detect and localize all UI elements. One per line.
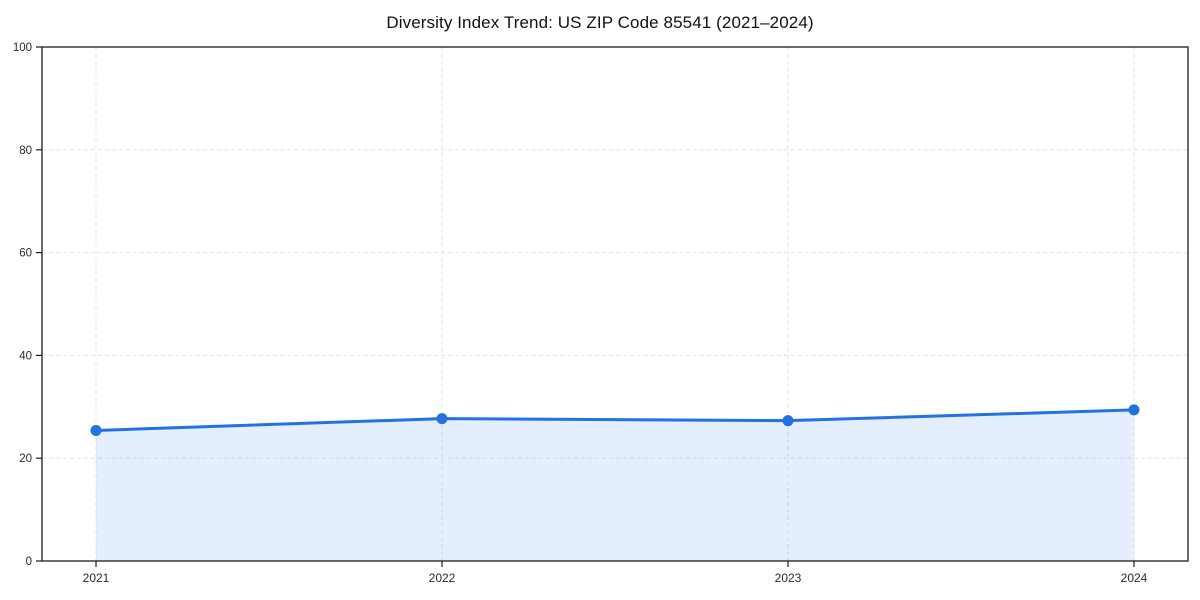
y-tick-label: 40	[19, 350, 32, 362]
plot-border	[41, 46, 1189, 562]
area-fill	[96, 409, 1134, 561]
x-tick-label: 2023	[775, 571, 802, 585]
data-point-marker	[782, 415, 794, 427]
x-tick-label: 2022	[429, 571, 456, 585]
trend-line	[94, 408, 1136, 432]
chart-title: Diversity Index Trend: US ZIP Code 85541…	[386, 13, 814, 32]
y-tick-label: 0	[26, 556, 32, 568]
y-tick-label: 100	[13, 42, 32, 54]
data-point-marker	[436, 413, 448, 425]
data-point-marker	[1128, 404, 1140, 416]
x-tick-label: 2024	[1121, 571, 1148, 585]
y-tick-label: 80	[19, 145, 32, 157]
x-tick-label: 2021	[83, 571, 110, 585]
y-tick-label: 60	[19, 248, 32, 260]
y-tick-label: 20	[19, 453, 32, 465]
data-point-marker	[90, 424, 102, 436]
